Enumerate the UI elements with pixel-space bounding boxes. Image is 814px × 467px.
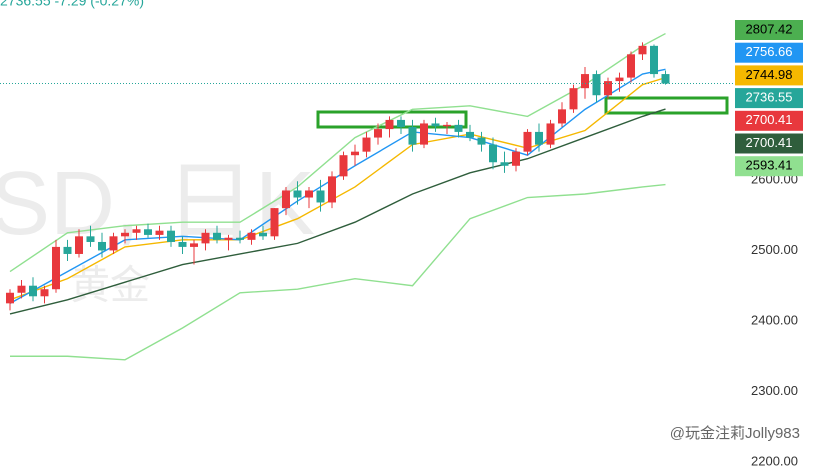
price-label-box: [735, 65, 803, 86]
candle-body: [454, 124, 463, 132]
candle-body: [477, 137, 486, 145]
candle-body: [558, 109, 566, 124]
candle-body: [466, 131, 474, 138]
candle-body: [29, 285, 37, 297]
candle-body: [213, 232, 221, 240]
candle-body: [512, 151, 520, 166]
candle-body: [362, 137, 371, 152]
candle-body: [569, 88, 578, 110]
price-label: 2700.41: [746, 135, 793, 150]
indicator-line: [9, 108, 666, 315]
candle-body: [592, 74, 601, 96]
price-label: 2744.98: [746, 67, 793, 82]
annotation-box: [604, 96, 729, 115]
candle-body: [6, 292, 14, 304]
candle-body: [52, 246, 60, 290]
candle-body: [155, 230, 164, 235]
candle-body: [247, 232, 256, 240]
candle-body: [604, 81, 612, 96]
candle-body: [489, 144, 497, 163]
candle-body: [259, 232, 267, 237]
candle-body: [224, 237, 233, 240]
candle-body: [201, 232, 210, 244]
candle-body: [40, 289, 49, 297]
candle-body: [236, 237, 244, 240]
candle-body: [305, 190, 313, 198]
header: 2736.55 -7.29 (-0.27%): [0, 0, 144, 9]
price-label: 2807.42: [746, 21, 793, 36]
price-label-box: [735, 20, 803, 40]
indicator-line: [9, 76, 666, 301]
indicator-line: [10, 183, 666, 361]
candle-body: [328, 176, 336, 203]
candle-body: [178, 241, 187, 247]
candle-body: [316, 190, 325, 203]
candle-body: [270, 208, 279, 237]
price-label-box: [735, 156, 803, 177]
candle-body: [385, 119, 394, 130]
y-tick-label: 2300.00: [751, 383, 798, 398]
candle-body: [443, 124, 451, 127]
watermark: 黄金: [70, 264, 150, 308]
candle-body: [638, 45, 647, 55]
price-label: 2700.41: [746, 112, 793, 127]
candle-body: [282, 190, 290, 209]
price-label: 2593.41: [746, 158, 793, 173]
candle-body: [627, 54, 635, 78]
candle-body: [167, 230, 175, 242]
price-label: 2756.66: [746, 44, 793, 59]
candle-body: [109, 236, 118, 251]
candle-body: [535, 131, 543, 145]
price-label-box: [735, 133, 803, 154]
candle-body: [650, 45, 658, 75]
candle-body: [63, 246, 72, 254]
candle-body: [374, 129, 382, 138]
candle-body: [546, 123, 555, 145]
candle-body: [408, 126, 417, 145]
candle-body: [661, 74, 670, 84]
candle-body: [86, 236, 95, 242]
candle-body: [431, 123, 440, 127]
candle-body: [98, 241, 106, 251]
candle-body: [144, 229, 152, 235]
candle-body: [121, 232, 129, 237]
candle-body: [615, 77, 624, 82]
y-tick-label: 2400.00: [751, 312, 798, 327]
watermark: USD, 日K: [0, 154, 315, 254]
candle-body: [339, 155, 348, 177]
y-tick-label: 2200.00: [751, 453, 798, 467]
candle-body: [523, 131, 532, 152]
candle-body: [420, 123, 428, 145]
candle-body: [17, 285, 26, 293]
candle-body: [397, 119, 405, 127]
candle-body: [293, 190, 302, 198]
credit: @玩金注莉Jolly983: [670, 425, 800, 442]
candle-body: [581, 74, 589, 89]
price-label: 2736.55: [746, 90, 793, 105]
candle-body: [132, 229, 141, 233]
candle-body: [351, 151, 359, 156]
price-label-box: [735, 110, 803, 131]
candle-body: [75, 236, 83, 254]
price-label-box: [735, 42, 803, 63]
price-label-box: [735, 88, 803, 109]
y-tick-label: 2500.00: [751, 242, 798, 257]
candle-body: [190, 243, 198, 247]
candle-body: [500, 162, 509, 166]
